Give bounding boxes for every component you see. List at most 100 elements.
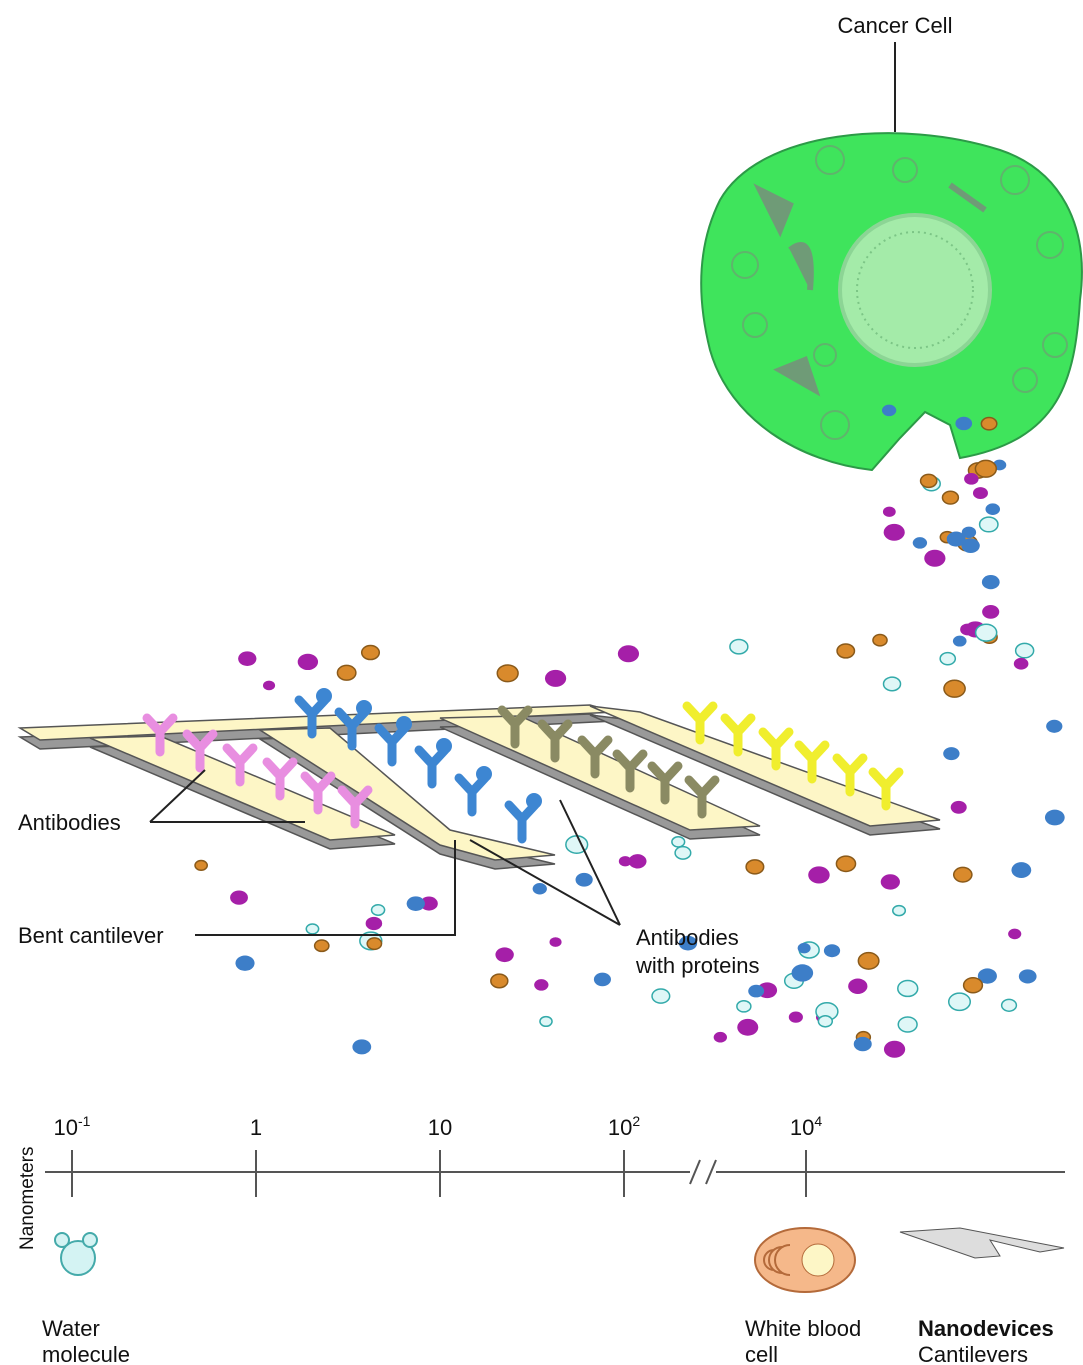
water-molecule-icon: [54, 1232, 98, 1276]
tick-label: 102: [608, 1113, 640, 1140]
protein: [1008, 928, 1022, 940]
protein: [539, 1015, 553, 1028]
protein: [617, 645, 640, 663]
tick-label: 10: [428, 1115, 452, 1140]
protein: [678, 935, 698, 951]
protein: [230, 890, 248, 905]
protein: [736, 999, 752, 1013]
protein: [1018, 969, 1037, 984]
antibody: [142, 713, 178, 757]
protein: [836, 643, 856, 659]
tick-labels: 10-1 1 10 102 104: [54, 1113, 823, 1140]
tick-base: 10: [54, 1115, 78, 1140]
protein: [305, 923, 320, 935]
antibody: [758, 727, 794, 771]
protein: [748, 984, 765, 998]
protein: [977, 968, 997, 984]
protein: [872, 633, 888, 647]
protein: [943, 679, 966, 698]
antibody: [647, 761, 683, 805]
tick-base: 10: [428, 1115, 452, 1140]
tick-base: 10: [608, 1115, 632, 1140]
protein: [924, 549, 946, 567]
protein: [549, 937, 562, 947]
antibody: [414, 745, 450, 789]
protein: [980, 416, 998, 431]
protein: [962, 976, 984, 994]
protein: [1014, 642, 1035, 659]
protein: [238, 651, 257, 666]
protein: [593, 972, 611, 987]
protein: [1000, 998, 1018, 1012]
protein: [961, 526, 977, 539]
protein: [947, 992, 972, 1012]
protein: [360, 644, 381, 661]
tick-exponent: -1: [78, 1113, 91, 1129]
protein: [823, 944, 841, 958]
protein: [729, 638, 749, 655]
protein: [978, 516, 999, 533]
example-label: Cantilevers: [918, 1342, 1028, 1365]
protein: [671, 836, 686, 848]
protein: [952, 635, 967, 647]
example-label: White blood: [745, 1316, 861, 1341]
tick-label: 10-1: [54, 1113, 91, 1140]
protein: [941, 490, 960, 505]
protein: [490, 973, 509, 989]
proteins-label-2: with proteins: [635, 953, 760, 978]
protein: [1046, 719, 1063, 733]
protein: [365, 916, 383, 931]
protein: [1044, 809, 1065, 826]
protein-bound: [316, 688, 332, 704]
protein: [737, 1018, 759, 1036]
protein: [892, 904, 907, 917]
protein: [235, 955, 255, 971]
scale: [45, 1150, 1065, 1197]
proteins-label-1: Antibodies: [636, 925, 739, 950]
antibodies: [142, 688, 904, 844]
protein: [964, 473, 979, 485]
protein: [939, 651, 957, 666]
protein: [955, 416, 973, 431]
antibody: [262, 757, 298, 801]
protein: [897, 1016, 918, 1033]
protein: [912, 537, 928, 549]
antibody: [374, 723, 410, 767]
annotations: Antibodies Bent cantilever Antibodies wi…: [18, 769, 760, 978]
tick-exponent: 4: [814, 1113, 822, 1129]
protein: [406, 896, 425, 911]
protein: [1011, 862, 1032, 879]
white-blood-cell-icon: [754, 1227, 856, 1293]
antibody: [454, 773, 490, 817]
antibody: [832, 753, 868, 797]
antibody: [868, 767, 904, 811]
antibody: [794, 740, 830, 784]
tick-label: 104: [790, 1113, 822, 1140]
antibody: [222, 743, 258, 787]
antibody: [337, 785, 373, 829]
tick-exponent: 2: [632, 1113, 640, 1129]
protein: [835, 855, 857, 873]
protein: [791, 964, 814, 982]
protein: [532, 883, 547, 895]
protein: [366, 937, 383, 951]
protein: [628, 854, 647, 869]
antibody: [720, 713, 756, 757]
cancer-cell-label: Cancer Cell: [838, 13, 953, 38]
protein: [919, 473, 938, 489]
protein: [881, 404, 897, 417]
cantilever-icon: [899, 1227, 1065, 1259]
protein: [985, 503, 1001, 515]
protein: [817, 1014, 834, 1028]
antibody: [577, 735, 613, 779]
protein: [981, 575, 1000, 590]
protein-bound: [396, 716, 412, 732]
protein: [495, 947, 514, 963]
protein: [674, 845, 692, 860]
tick-base: 1: [250, 1115, 262, 1140]
protein: [797, 942, 811, 954]
protein: [336, 664, 357, 681]
proteins: [194, 404, 1065, 1058]
protein: [853, 1036, 872, 1052]
protein: [352, 1039, 372, 1055]
